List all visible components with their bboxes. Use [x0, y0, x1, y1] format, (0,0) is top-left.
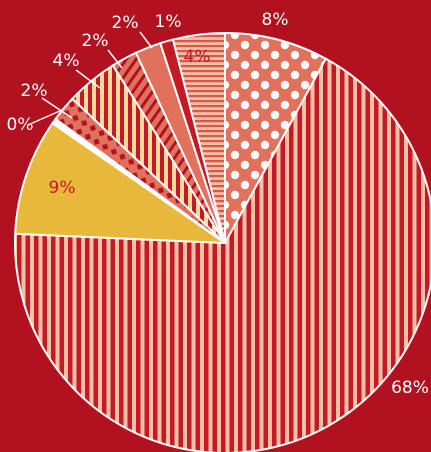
leader-line-0 — [27, 109, 63, 126]
pie-slice-1 — [14, 57, 431, 452]
pie-labels: 8%68%9%0%2%4%2%2% 1%4% — [7, 10, 429, 398]
leader-line-3 — [107, 49, 123, 69]
leader-line-4 — [139, 31, 153, 49]
pie-slice-0 — [224, 31, 328, 244]
pie-slices — [14, 31, 431, 452]
slice-label-3: 0% — [7, 115, 34, 135]
pie-slice-2 — [14, 121, 229, 245]
slice-label-2: 9% — [49, 178, 76, 198]
slice-label-0: 8% — [262, 10, 289, 30]
slice-label-5: 4% — [53, 51, 80, 71]
slice-label-6: 2% — [82, 31, 109, 51]
slice-label-1: 68% — [391, 378, 429, 398]
leader-line-1 — [41, 97, 73, 119]
slice-label-7: 2% — [112, 13, 139, 33]
leader-line-2 — [75, 69, 101, 89]
pie-slice-9 — [171, 31, 226, 244]
slice-label-4: 2% — [21, 81, 48, 101]
slice-label-8: 1% — [155, 12, 182, 32]
slice-label-9: 4% — [184, 47, 211, 67]
